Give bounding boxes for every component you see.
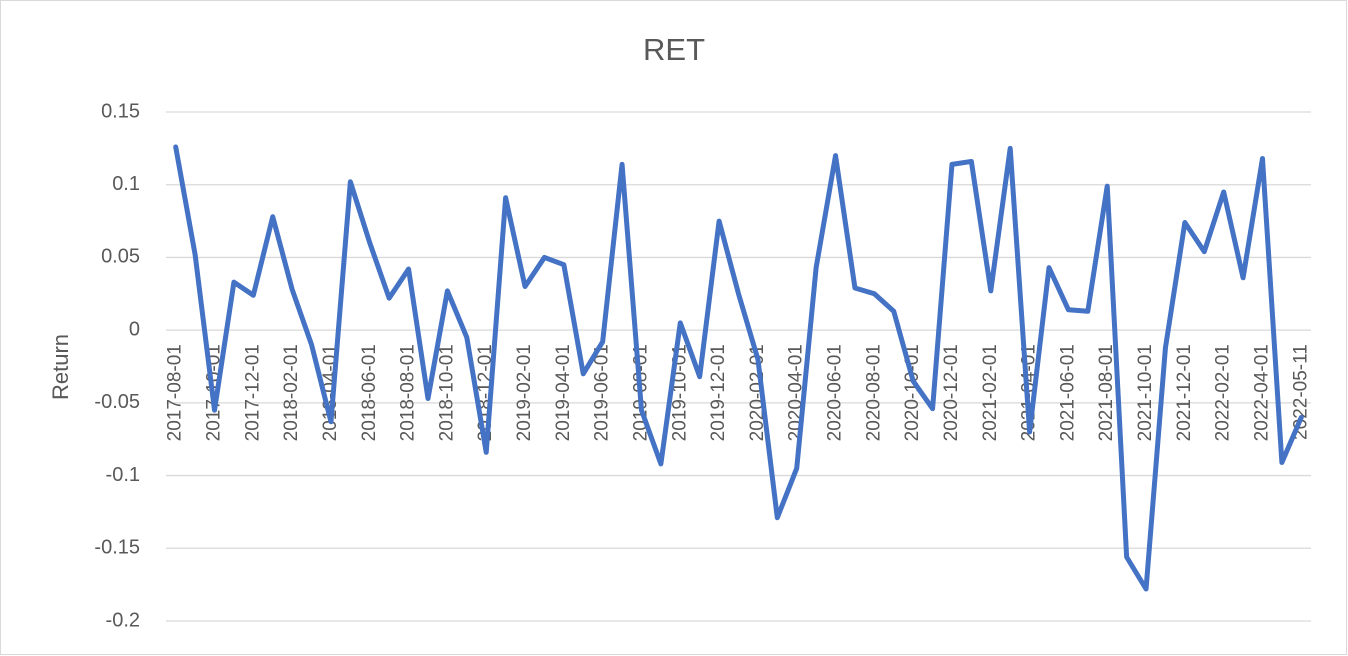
- x-tick-label: 2020-08-01: [863, 344, 884, 441]
- x-tick-label: 2022-05-11: [1290, 344, 1311, 440]
- chart-title: RET: [643, 32, 705, 67]
- line: [173, 144, 1304, 592]
- x-tick-label: 2018-02-01: [281, 344, 302, 441]
- y-tick-label: -0.15: [94, 537, 140, 559]
- x-tick-label: 2019-12-01: [708, 344, 729, 441]
- x-tick-label: 2020-12-01: [941, 344, 962, 441]
- x-tick-label: 2021-02-01: [980, 344, 1001, 441]
- x-tick-label: 2018-08-01: [398, 344, 419, 441]
- x-tick-label: 2021-10-01: [1135, 344, 1156, 441]
- y-tick-label: 0: [129, 318, 140, 340]
- x-tick-label: 2021-08-01: [1096, 344, 1117, 441]
- x-tick-label: 2018-06-01: [359, 344, 380, 441]
- x-tick-label: 2020-06-01: [825, 344, 846, 441]
- y-tick-label: -0.2: [106, 609, 140, 631]
- y-tick-label: 0.15: [101, 100, 140, 122]
- y-tick-label: -0.05: [94, 391, 140, 413]
- x-tick-label: 2022-02-01: [1213, 344, 1234, 441]
- y-axis-label: Return: [48, 334, 73, 400]
- y-tick-label: 0.1: [112, 173, 140, 195]
- x-tick-label: 2021-06-01: [1057, 344, 1078, 441]
- y-tick-label: 0.05: [101, 246, 140, 268]
- y-tick-label: -0.1: [106, 464, 140, 486]
- x-tick-label: 2019-04-01: [553, 344, 574, 441]
- x-tick-label: 2022-04-01: [1251, 344, 1272, 441]
- x-tick-label: 2019-02-01: [514, 344, 535, 441]
- x-tick-label: 2017-12-01: [242, 344, 263, 441]
- x-tick-label: 2017-08-01: [165, 344, 186, 441]
- x-tick-label: 2018-10-01: [436, 344, 457, 441]
- x-tick-label: 2021-12-01: [1174, 344, 1195, 441]
- x-tick-label: 2019-06-01: [592, 344, 613, 441]
